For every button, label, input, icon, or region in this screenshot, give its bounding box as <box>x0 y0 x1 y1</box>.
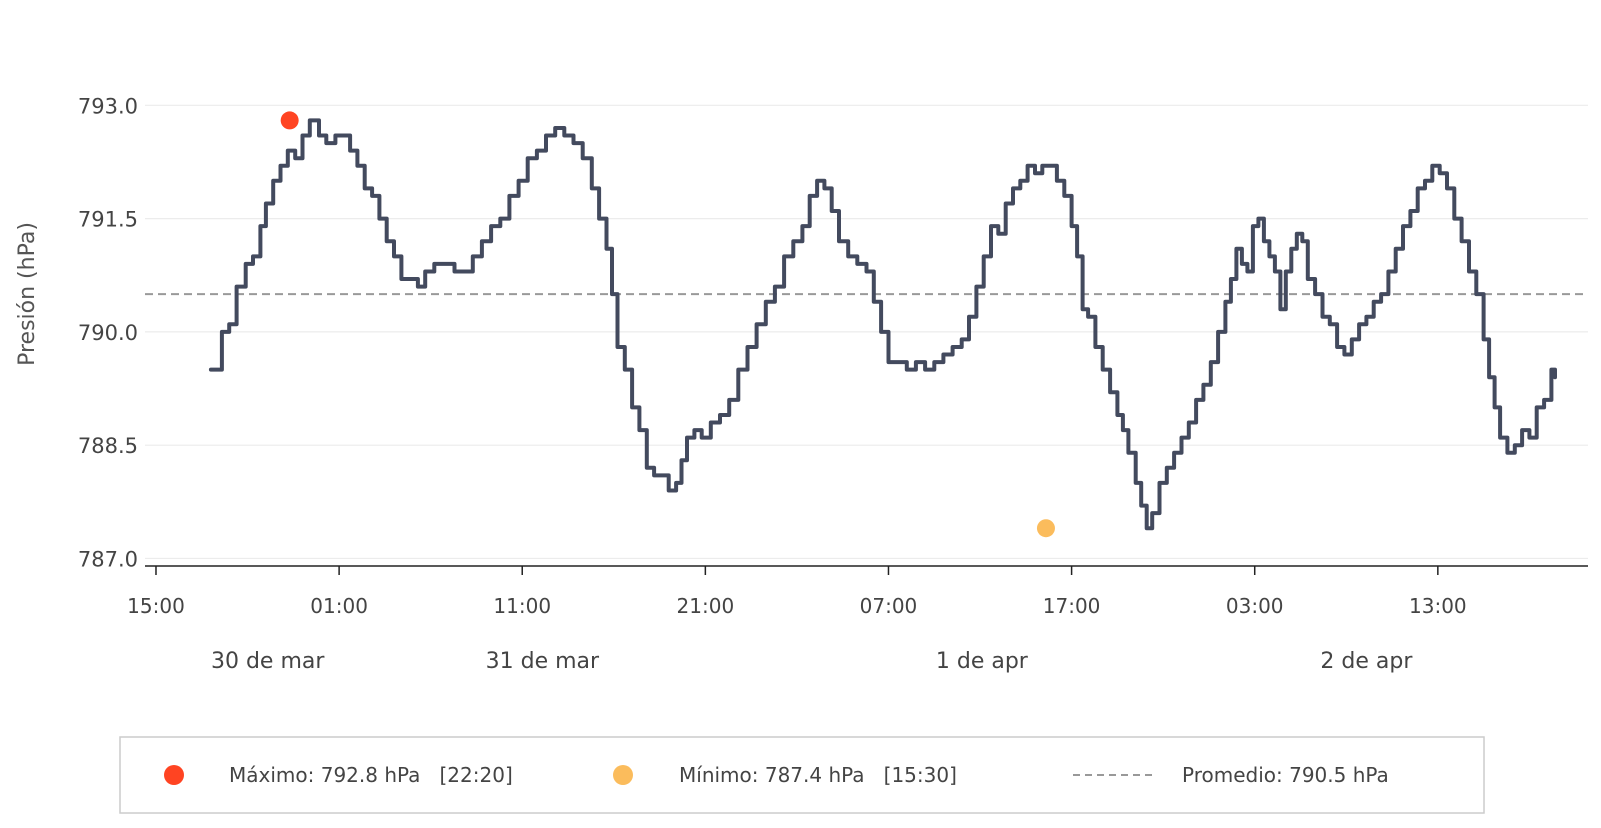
legend-box <box>119 736 1485 814</box>
marker-group <box>280 111 1055 538</box>
x-tick-label: 07:00 <box>860 594 918 618</box>
y-axis-title: Presión (hPa) <box>15 222 40 366</box>
x-tick-label: 01:00 <box>310 594 368 618</box>
y-ticks: 787.0 788.5 790.0 791.5 793.0 <box>78 94 138 571</box>
y-tick-label: 791.5 <box>78 208 138 232</box>
x-tick-label: 03:00 <box>1226 594 1284 618</box>
date-labels: 30 de mar 31 de mar 1 de apr 2 de apr <box>211 649 1413 674</box>
x-ticks: 15:00 01:00 11:00 21:00 07:00 17:00 03:00 13:00 <box>127 566 1467 618</box>
legend-max-label: Máximo: 792.8 hPa [22:20] <box>229 763 513 787</box>
legend-mean-label: Promedio: 790.5 hPa <box>1182 763 1389 787</box>
pressure-series-line <box>208 118 1557 531</box>
date-label: 1 de apr <box>936 649 1029 674</box>
date-label: 31 de mar <box>486 649 600 674</box>
y-tick-label: 790.0 <box>78 321 138 345</box>
legend: Máximo: 792.8 hPa [22:20] Mínimo: 787.4 … <box>119 736 1485 814</box>
legend-min-label: Mínimo: 787.4 hPa [15:30] <box>679 763 957 787</box>
date-label: 30 de mar <box>211 649 325 674</box>
series-group <box>208 118 1557 531</box>
x-tick-label: 13:00 <box>1409 594 1467 618</box>
y-tick-label: 787.0 <box>78 547 138 571</box>
x-tick-label: 11:00 <box>493 594 551 618</box>
x-tick-label: 15:00 <box>127 594 185 618</box>
legend-max-marker <box>164 765 184 785</box>
x-tick-label: 17:00 <box>1043 594 1101 618</box>
max-point-marker <box>280 111 299 130</box>
x-tick-label: 21:00 <box>677 594 735 618</box>
y-tick-label: 793.0 <box>78 94 138 118</box>
date-label: 2 de apr <box>1320 649 1413 674</box>
legend-min-marker <box>613 765 633 785</box>
y-tick-label: 788.5 <box>78 434 138 458</box>
min-point-marker <box>1036 519 1055 538</box>
grid <box>145 104 1588 560</box>
